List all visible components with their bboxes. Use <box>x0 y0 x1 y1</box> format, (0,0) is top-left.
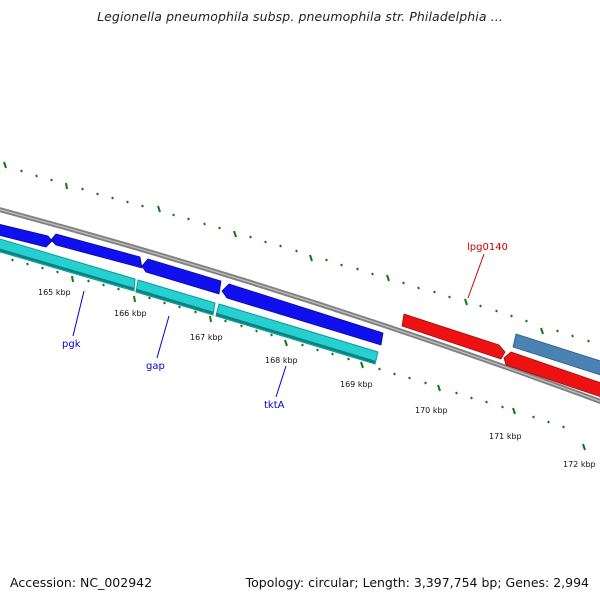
cds-cyan-1[interactable] <box>0 236 136 292</box>
kbp-label-167: 167 kbp <box>190 333 223 342</box>
gene-arrow-red-lpg0140[interactable] <box>401 313 506 360</box>
kbp-label-165: 165 kbp <box>38 288 71 297</box>
inner-tick-track <box>11 258 586 451</box>
gene-arrow-blue-4[interactable] <box>221 283 384 346</box>
kbp-label-172: 172 kbp <box>563 460 596 469</box>
kbp-label-170: 170 kbp <box>415 406 448 415</box>
gene-label-gap[interactable]: gap <box>146 361 165 372</box>
accession-text: Accession: NC_002942 <box>10 575 153 590</box>
gene-arrow-blue-2[interactable] <box>50 233 143 269</box>
kbp-label-168: 168 kbp <box>265 356 298 365</box>
cds-cyan-3[interactable] <box>215 303 379 365</box>
gene-label-lpg0140[interactable]: lpg0140 <box>467 242 508 253</box>
gene-arrow-blue-3[interactable] <box>141 258 222 295</box>
gene-arrow-steel[interactable] <box>512 333 600 378</box>
gene-label-pgk[interactable]: pgk <box>62 339 81 350</box>
kbp-label-171: 171 kbp <box>489 432 522 441</box>
kbp-scale-labels: 165 kbp 166 kbp 167 kbp 168 kbp 169 kbp … <box>38 288 596 469</box>
gene-callouts: pgk gap tktA lpg0140 <box>62 242 508 411</box>
gene-arrow-red-reverse[interactable] <box>503 351 600 400</box>
kbp-label-169: 169 kbp <box>340 380 373 389</box>
topology-text: Topology: circular; Length: 3,397,754 bp… <box>245 575 589 590</box>
outer-tick-track <box>3 161 590 343</box>
kbp-label-166: 166 kbp <box>114 309 147 318</box>
forward-gene-track <box>0 222 600 378</box>
gene-arrow-blue-1[interactable] <box>0 222 53 248</box>
backbone-track <box>0 207 600 404</box>
map-title: Legionella pneumophila subsp. pneumophil… <box>97 9 503 24</box>
cds-cyan-2[interactable] <box>135 279 216 316</box>
gene-label-tkta[interactable]: tktA <box>264 400 285 411</box>
cds-track <box>0 236 600 400</box>
